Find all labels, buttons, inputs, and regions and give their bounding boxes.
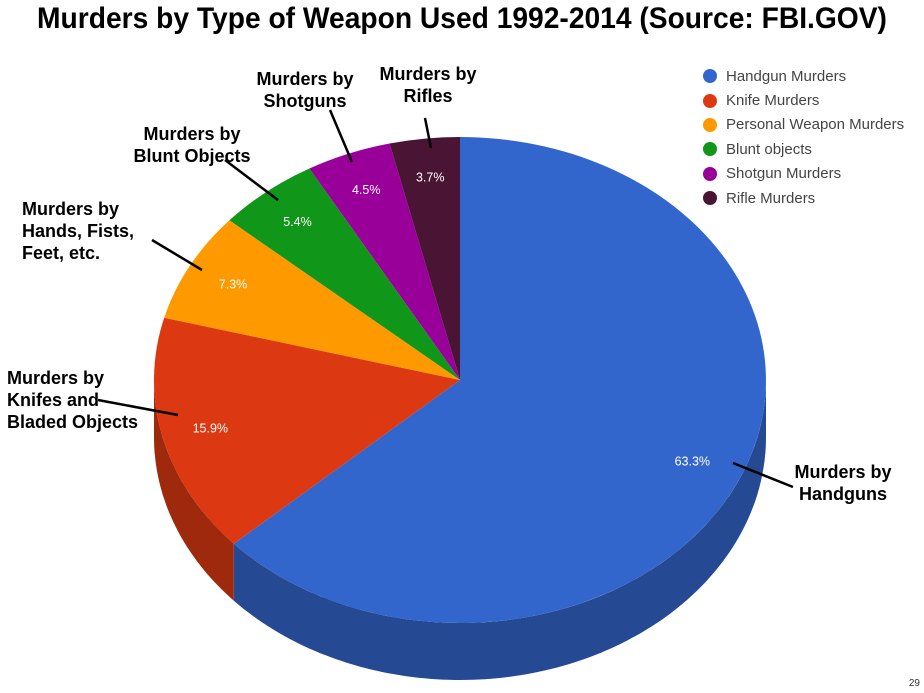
- callout-line-knife-murders: [97, 398, 179, 417]
- legend-label: Rifle Murders: [726, 189, 816, 207]
- legend-swatch: [703, 166, 717, 181]
- legend-swatch: [703, 142, 717, 157]
- percent-label-knife-murders: 15.9%: [193, 422, 228, 436]
- callout-line-shotgun-murders: [328, 109, 354, 163]
- chart-title: Murders by Type of Weapon Used 1992-2014…: [37, 2, 887, 35]
- slice-side-handgun-murders: [233, 380, 767, 680]
- callout-text-rifle-murders: Rifles: [403, 86, 452, 106]
- legend-item-shotgun-murders: Shotgun Murders: [703, 162, 904, 186]
- callout-text-knife-murders: Knifes and: [7, 390, 99, 410]
- percent-label-shotgun-murders: 4.5%: [352, 183, 381, 197]
- legend-swatch: [703, 93, 717, 108]
- callout-text-personal-weapon-murders: Murders by: [22, 199, 119, 219]
- legend-swatch: [703, 191, 717, 206]
- chart-legend: Handgun Murders Knife Murders Personal Wea…: [703, 64, 904, 210]
- callout-text-shotgun-murders: Murders by: [256, 69, 353, 89]
- slice-side-knife-murders: [154, 380, 234, 601]
- percent-label-handgun-murders: 63.3%: [675, 455, 710, 469]
- legend-swatch: [703, 117, 717, 132]
- page-number: 29: [908, 678, 920, 689]
- callout-line-blunt-objects: [224, 159, 279, 201]
- percent-label-rifle-murders: 3.7%: [416, 170, 445, 184]
- pie-3d-sides: [154, 380, 767, 680]
- legend-item-handgun-murders: Handgun Murders: [703, 64, 904, 88]
- callout-text-shotgun-murders: Shotguns: [264, 91, 347, 111]
- legend-label: Personal Weapon Murders: [726, 116, 905, 134]
- slice-knife-murders: [153, 317, 460, 544]
- percent-label-personal-weapon-murders: 7.3%: [219, 277, 248, 291]
- callout-text-handgun-murders: Murders by: [794, 462, 891, 482]
- percent-label-blunt-objects: 5.4%: [283, 215, 312, 229]
- legend-item-rifle-murders: Rifle Murders: [703, 186, 904, 210]
- callout-text-blunt-objects: Blunt Objects: [133, 146, 250, 166]
- legend-label: Blunt objects: [726, 140, 812, 158]
- callout-text-handgun-murders: Handguns: [799, 484, 887, 504]
- callout-text-blunt-objects: Murders by: [143, 124, 240, 144]
- callout-text-knife-murders: Bladed Objects: [7, 412, 138, 432]
- callout-text-personal-weapon-murders: Feet, etc.: [22, 243, 100, 263]
- slice-handgun-murders: [233, 137, 766, 624]
- callout-line-rifle-murders: [423, 117, 433, 149]
- legend-label: Shotgun Murders: [726, 165, 842, 183]
- callout-text-rifle-murders: Murders by: [379, 64, 476, 84]
- pie-percent-labels: 63.3% 15.9% 7.3% 5.4% 4.5% 3.7%: [193, 170, 710, 468]
- legend-item-personal-weapon-murders: Personal Weapon Murders: [703, 113, 904, 137]
- legend-label: Knife Murders: [726, 92, 820, 110]
- legend-swatch: [703, 69, 717, 84]
- callout-line-handgun-murders: [732, 461, 794, 489]
- callout-text-knife-murders: Murders by: [7, 368, 104, 388]
- legend-item-blunt-objects: Blunt objects: [703, 137, 904, 161]
- pie-slices: [153, 136, 766, 624]
- callout-line-personal-weapon-murders: [151, 238, 203, 272]
- callout-text-personal-weapon-murders: Hands, Fists,: [22, 221, 134, 241]
- legend-item-knife-murders: Knife Murders: [703, 88, 904, 112]
- legend-label: Handgun Murders: [726, 67, 847, 85]
- slice-personal-weapon-murders: [164, 220, 460, 380]
- slice-rifle-murders: [389, 136, 460, 380]
- slice-shotgun-murders: [309, 143, 460, 380]
- slice-blunt-objects: [229, 168, 460, 380]
